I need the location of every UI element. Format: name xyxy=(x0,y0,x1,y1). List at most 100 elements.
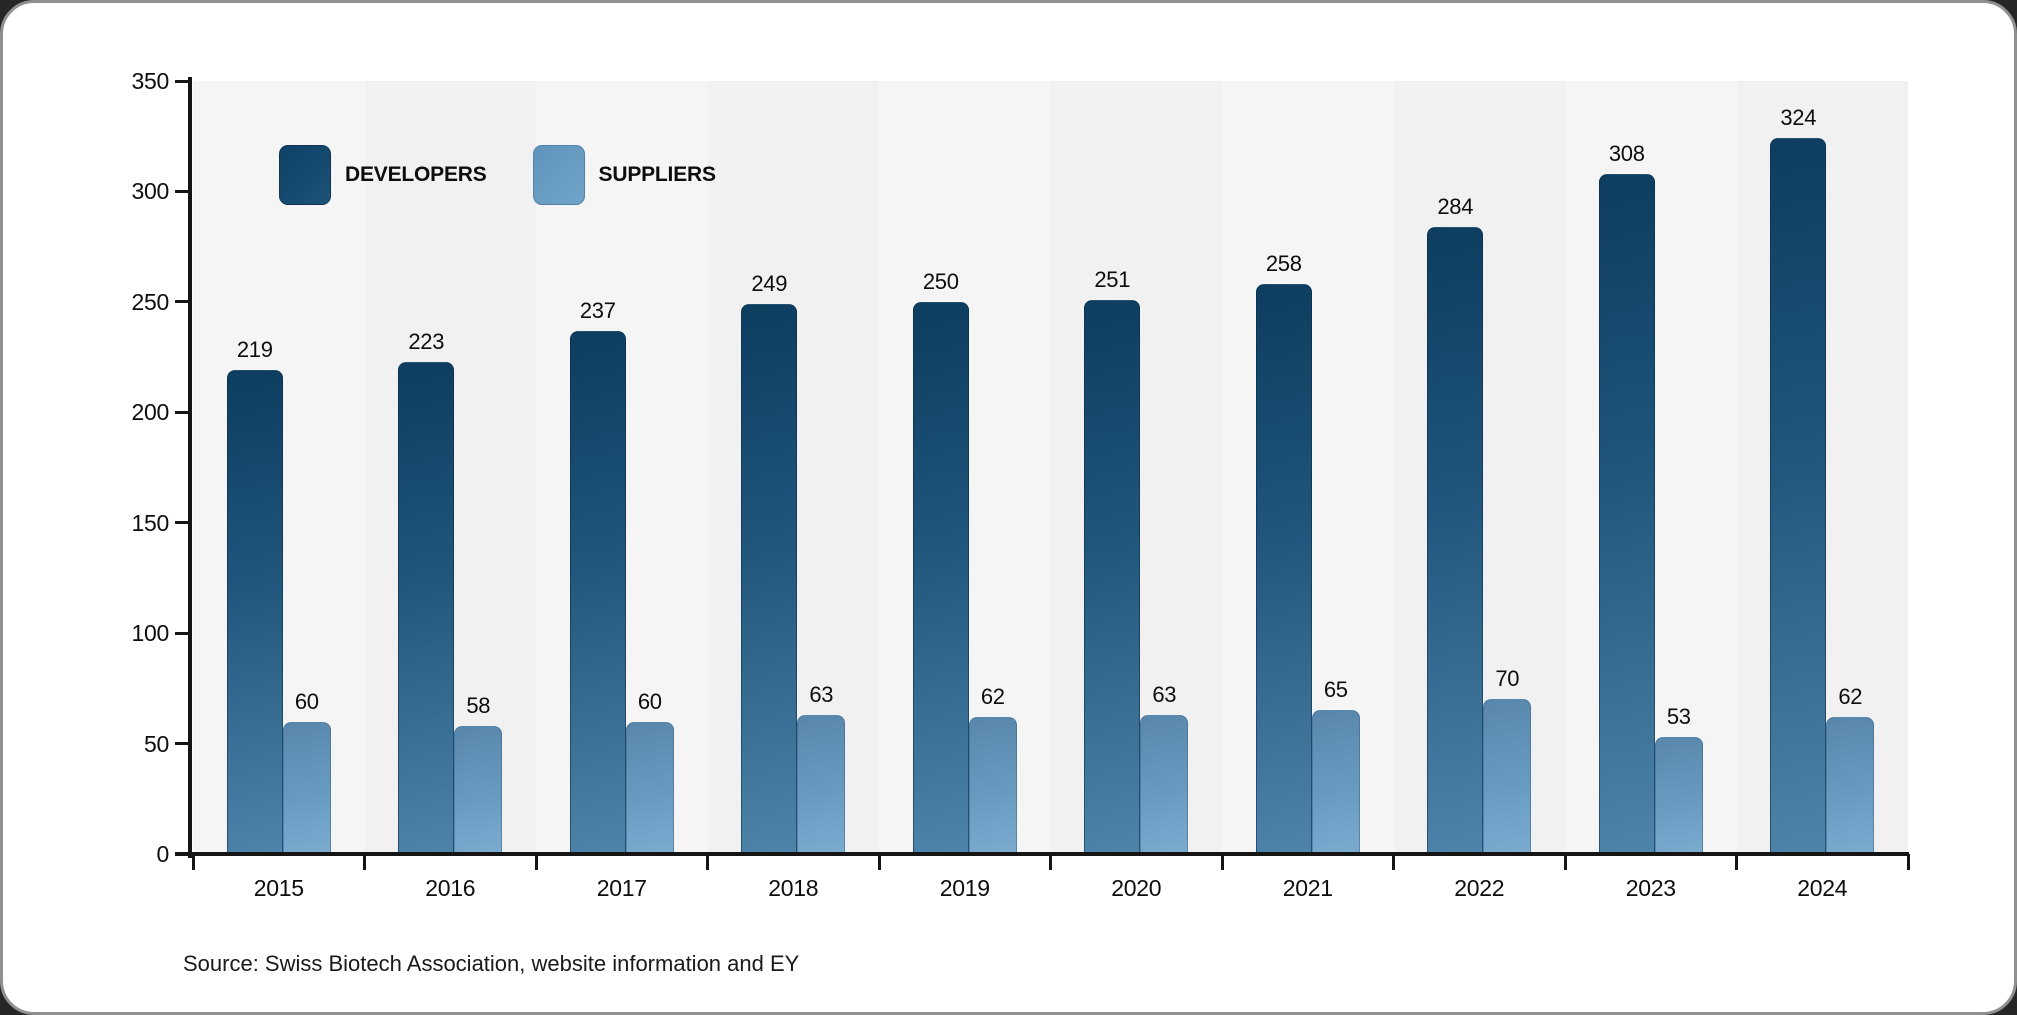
bar-suppliers-2020 xyxy=(1140,714,1189,854)
legend: DEVELOPERS SUPPLIERS xyxy=(279,145,762,205)
bar-developers-2016 xyxy=(398,361,455,854)
bar-group-suppliers-2021: 65 xyxy=(1311,677,1360,854)
x-tick-label-2016: 2016 xyxy=(425,875,476,901)
bar-suppliers-2017 xyxy=(625,721,674,854)
bar-group-developers-2020: 251 xyxy=(1084,267,1141,854)
bar-suppliers-2019 xyxy=(968,717,1017,854)
y-tick-350 xyxy=(175,79,192,83)
x-tick-9 xyxy=(1735,854,1738,870)
x-tick-4 xyxy=(877,854,881,870)
value-label-developers-2017: 237 xyxy=(579,297,616,323)
bar-group-suppliers-2019: 62 xyxy=(968,684,1017,854)
bar-developers-2021 xyxy=(1255,284,1312,854)
source-caption: Source: Swiss Biotech Association, websi… xyxy=(183,951,800,976)
bar-developers-2023 xyxy=(1598,173,1655,854)
x-tick-label-2019: 2019 xyxy=(939,875,990,901)
bar-group-developers-2019: 250 xyxy=(912,269,969,854)
bar-pair: 308 53 xyxy=(1598,141,1703,854)
bar-developers-2024 xyxy=(1770,138,1827,854)
bar-pair: 258 65 xyxy=(1255,251,1360,854)
year-cell-2023: 308 53 xyxy=(1565,81,1737,854)
year-cell-2020: 251 63 xyxy=(1050,81,1222,854)
bar-pair: 284 70 xyxy=(1427,194,1532,854)
bar-suppliers-2021 xyxy=(1311,710,1360,854)
x-tick-5 xyxy=(1049,854,1052,870)
legend-swatch-developers xyxy=(279,145,331,205)
x-tick-label-2017: 2017 xyxy=(596,875,647,901)
value-label-suppliers-2017: 60 xyxy=(637,688,662,714)
x-tick-3 xyxy=(706,854,709,870)
year-cell-2017: 237 60 xyxy=(536,81,708,854)
value-label-suppliers-2015: 60 xyxy=(294,688,319,714)
bar-pair: 250 62 xyxy=(912,269,1017,854)
value-label-developers-2019: 250 xyxy=(922,268,959,294)
x-tick-label-2022: 2022 xyxy=(1454,875,1505,901)
bar-group-developers-2018: 249 xyxy=(741,271,798,854)
value-label-developers-2015: 219 xyxy=(236,337,273,363)
value-label-developers-2024: 324 xyxy=(1780,105,1817,131)
x-tick-8 xyxy=(1563,854,1567,870)
bar-developers-2017 xyxy=(569,330,626,854)
bar-developers-2022 xyxy=(1427,226,1484,854)
x-axis-line xyxy=(175,852,1909,856)
bar-pair: 251 63 xyxy=(1084,267,1189,854)
value-label-developers-2022: 284 xyxy=(1437,193,1474,219)
y-tick-label-200: 200 xyxy=(131,399,170,426)
value-label-suppliers-2024: 62 xyxy=(1838,684,1863,710)
year-cell-2019: 250 62 xyxy=(879,81,1051,854)
year-cell-2021: 258 65 xyxy=(1222,81,1394,854)
bar-group-suppliers-2020: 63 xyxy=(1140,682,1189,854)
bar-group-developers-2023: 308 xyxy=(1598,141,1655,854)
year-cell-2015: 219 60 xyxy=(193,81,365,854)
value-label-developers-2021: 258 xyxy=(1265,251,1302,277)
x-tick-label-2023: 2023 xyxy=(1625,875,1676,901)
bar-pair: 219 60 xyxy=(226,337,331,854)
value-label-developers-2023: 308 xyxy=(1608,140,1645,166)
bar-group-suppliers-2023: 53 xyxy=(1654,704,1703,854)
y-tick-label-150: 150 xyxy=(131,509,170,536)
value-label-suppliers-2019: 62 xyxy=(980,684,1005,710)
value-label-developers-2018: 249 xyxy=(751,271,788,297)
legend-label-suppliers: SUPPLIERS xyxy=(598,163,716,186)
bar-developers-2015 xyxy=(226,370,283,854)
x-tick-label-2020: 2020 xyxy=(1111,875,1162,901)
y-tick-300 xyxy=(175,189,192,193)
year-cell-2018: 249 63 xyxy=(707,81,879,854)
y-tick-label-100: 100 xyxy=(131,620,170,647)
x-tick-label-2024: 2024 xyxy=(1797,875,1848,901)
y-tick-200 xyxy=(175,410,192,414)
y-tick-label-250: 250 xyxy=(131,288,170,315)
legend-swatch-suppliers xyxy=(532,145,585,205)
y-tick-label-300: 300 xyxy=(131,178,170,205)
x-tick-2 xyxy=(534,854,538,870)
bar-suppliers-2016 xyxy=(454,725,503,854)
x-tick-label-2021: 2021 xyxy=(1282,875,1333,901)
y-tick-250 xyxy=(175,300,192,304)
x-tick-6 xyxy=(1220,854,1224,870)
bar-developers-2018 xyxy=(741,304,798,854)
legend-label-developers: DEVELOPERS xyxy=(345,163,487,186)
y-tick-100 xyxy=(175,631,192,635)
bar-pair: 223 58 xyxy=(398,329,503,854)
x-tick-1 xyxy=(363,854,366,870)
bar-group-suppliers-2018: 63 xyxy=(797,682,846,854)
bar-pair: 249 63 xyxy=(741,271,846,854)
bar-developers-2020 xyxy=(1084,299,1141,854)
y-axis-line xyxy=(188,77,192,858)
bar-suppliers-2015 xyxy=(282,721,331,854)
value-label-suppliers-2021: 65 xyxy=(1323,677,1348,703)
bar-suppliers-2023 xyxy=(1654,736,1703,854)
bar-group-developers-2022: 284 xyxy=(1427,194,1484,854)
year-cell-2024: 324 62 xyxy=(1736,81,1908,854)
bar-group-developers-2021: 258 xyxy=(1255,251,1312,854)
y-tick-label-0: 0 xyxy=(156,841,170,867)
x-tick-7 xyxy=(1392,854,1395,870)
y-tick-label-50: 50 xyxy=(144,730,169,757)
x-tick-label-2015: 2015 xyxy=(253,875,304,901)
y-tick-label-350: 350 xyxy=(131,68,170,94)
value-label-suppliers-2023: 53 xyxy=(1666,703,1691,729)
y-tick-150 xyxy=(175,521,192,525)
year-cell-2022: 284 70 xyxy=(1393,81,1565,854)
value-label-developers-2020: 251 xyxy=(1094,266,1131,292)
